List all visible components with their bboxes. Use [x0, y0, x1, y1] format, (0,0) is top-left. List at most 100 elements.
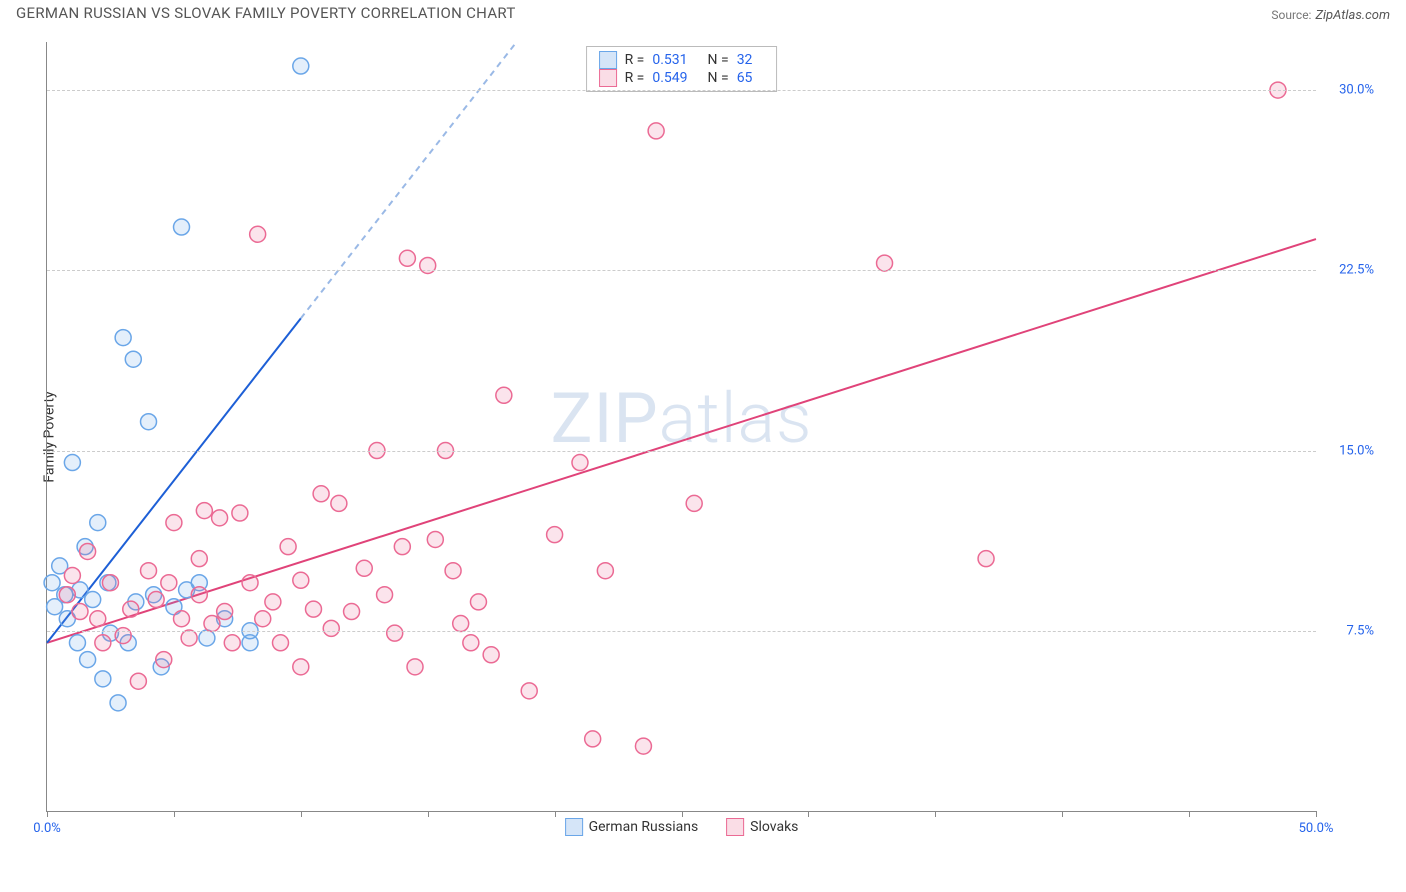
- data-point: [293, 659, 309, 675]
- data-point: [265, 594, 281, 610]
- data-point: [212, 510, 228, 526]
- data-point: [174, 219, 190, 235]
- legend-item-series-1: German Russians: [565, 818, 699, 836]
- x-tick-label: 50.0%: [1299, 821, 1334, 836]
- data-point: [313, 486, 329, 502]
- data-point: [161, 575, 177, 591]
- chart-title: GERMAN RUSSIAN VS SLOVAK FAMILY POVERTY …: [16, 4, 516, 22]
- chart-container: Family Poverty ZIPatlas R = 0.531 N = 32…: [46, 42, 1386, 832]
- source-attribution: Source: ZipAtlas.com: [1271, 4, 1390, 23]
- data-point: [242, 635, 258, 651]
- data-point: [80, 652, 96, 668]
- data-point: [59, 587, 75, 603]
- data-point: [130, 673, 146, 689]
- data-point: [102, 575, 118, 591]
- data-point: [585, 731, 601, 747]
- data-point: [166, 515, 182, 531]
- data-point: [470, 594, 486, 610]
- x-tick-label: 0.0%: [33, 821, 61, 836]
- data-point: [156, 652, 172, 668]
- x-tick: [935, 811, 936, 817]
- x-tick: [1189, 811, 1190, 817]
- data-point: [90, 611, 106, 627]
- data-point: [141, 414, 157, 430]
- data-point: [344, 604, 360, 620]
- y-tick-label: 22.5%: [1339, 263, 1374, 278]
- data-point: [453, 616, 469, 632]
- legend-label-series-2: Slovaks: [750, 819, 798, 835]
- gridline: [47, 451, 1316, 452]
- data-point: [123, 601, 139, 617]
- data-point: [199, 630, 215, 646]
- y-tick-label: 30.0%: [1339, 83, 1374, 98]
- x-tick: [1062, 811, 1063, 817]
- data-point: [635, 738, 651, 754]
- x-tick: [682, 811, 683, 817]
- data-point: [272, 635, 288, 651]
- data-point: [483, 647, 499, 663]
- data-point: [64, 567, 80, 583]
- data-point: [224, 635, 240, 651]
- x-tick: [808, 811, 809, 817]
- data-point: [331, 495, 347, 511]
- y-tick-label: 7.5%: [1346, 623, 1374, 638]
- data-point: [445, 563, 461, 579]
- data-point: [293, 572, 309, 588]
- data-point: [255, 611, 271, 627]
- x-tick: [1316, 811, 1317, 817]
- legend-label-series-1: German Russians: [589, 819, 699, 835]
- data-point: [148, 592, 164, 608]
- swatch-series-2-icon: [726, 818, 744, 836]
- data-point: [141, 563, 157, 579]
- data-point: [95, 671, 111, 687]
- data-point: [174, 611, 190, 627]
- data-point: [115, 330, 131, 346]
- data-point: [242, 575, 258, 591]
- data-point: [250, 226, 266, 242]
- x-tick: [47, 811, 48, 817]
- data-point: [95, 635, 111, 651]
- data-point: [463, 635, 479, 651]
- data-point: [547, 527, 563, 543]
- data-point: [572, 455, 588, 471]
- data-point: [399, 250, 415, 266]
- data-point: [394, 539, 410, 555]
- x-tick: [301, 811, 302, 817]
- data-point: [85, 592, 101, 608]
- data-point: [648, 123, 664, 139]
- data-point: [387, 625, 403, 641]
- data-point: [204, 616, 220, 632]
- data-point: [305, 601, 321, 617]
- data-point: [69, 635, 85, 651]
- plot-area: ZIPatlas R = 0.531 N = 32 R = 0.549 N = …: [46, 42, 1316, 812]
- data-point: [280, 539, 296, 555]
- data-point: [217, 604, 233, 620]
- data-point: [496, 387, 512, 403]
- gridline: [47, 90, 1316, 91]
- data-point: [407, 659, 423, 675]
- data-point: [323, 620, 339, 636]
- x-tick: [428, 811, 429, 817]
- data-point: [191, 587, 207, 603]
- x-tick: [555, 811, 556, 817]
- scatter-plot-svg: [47, 42, 1316, 811]
- data-point: [877, 255, 893, 271]
- data-point: [686, 495, 702, 511]
- data-point: [181, 630, 197, 646]
- data-point: [232, 505, 248, 521]
- data-point: [377, 587, 393, 603]
- gridline: [47, 270, 1316, 271]
- legend-item-series-2: Slovaks: [726, 818, 798, 836]
- gridline: [47, 631, 1316, 632]
- data-point: [64, 455, 80, 471]
- data-point: [72, 604, 88, 620]
- series-legend: German Russians Slovaks: [565, 818, 799, 836]
- data-point: [521, 683, 537, 699]
- data-point: [125, 351, 141, 367]
- data-point: [191, 551, 207, 567]
- data-point: [356, 560, 372, 576]
- data-point: [196, 503, 212, 519]
- data-point: [427, 531, 443, 547]
- data-point: [597, 563, 613, 579]
- data-point: [978, 551, 994, 567]
